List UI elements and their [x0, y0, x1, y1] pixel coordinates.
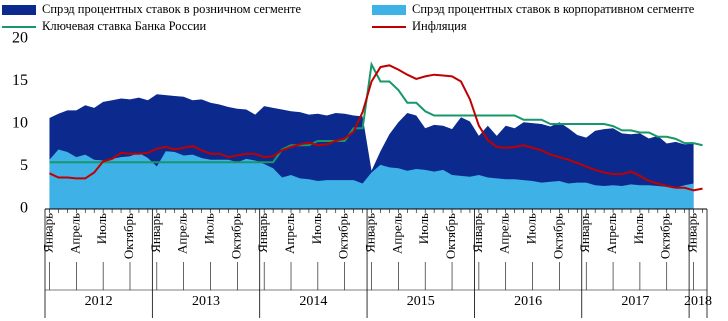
x-tick-label: Октябрь [336, 213, 351, 259]
x-tick-label: Апрель [497, 213, 512, 254]
x-tick-label: Июль [309, 213, 324, 244]
legend-label: Ключевая ставка Банка России [42, 19, 207, 33]
x-tick-label: Апрель [389, 213, 404, 254]
year-label: 2016 [514, 294, 542, 309]
x-tick-label: Июль [416, 213, 431, 244]
legend-label: Инфляция [412, 19, 467, 33]
year-label: 2018 [684, 294, 712, 309]
year-label: 2013 [192, 294, 220, 309]
x-tick-label: Июль [201, 213, 216, 244]
y-tick-label: 15 [12, 72, 28, 89]
year-label: 2017 [621, 294, 649, 309]
x-tick-label: Январь [255, 213, 270, 253]
x-tick-label: Октябрь [658, 213, 673, 259]
x-tick-label: Январь [40, 213, 55, 253]
x-tick-label: Июль [94, 213, 109, 244]
x-tick-label: Январь [470, 213, 485, 253]
legend-swatch [2, 5, 36, 15]
year-label: 2014 [299, 294, 327, 309]
x-tick-label: Октябрь [443, 213, 458, 259]
x-tick-label: Январь [685, 213, 700, 253]
y-tick-label: 5 [20, 157, 28, 174]
x-tick-label: Апрель [282, 213, 297, 254]
year-label: 2012 [85, 294, 113, 309]
x-tick-label: Январь [148, 213, 163, 253]
legend-label: Спрэд процентных ставок в корпоративном … [412, 2, 695, 16]
year-label: 2015 [407, 294, 435, 309]
x-tick-label: Июль [631, 213, 646, 244]
x-tick-label: Апрель [67, 213, 82, 254]
legend-label: Спрэд процентных ставок в розничном сегм… [42, 2, 301, 16]
y-tick-label: 0 [20, 200, 28, 217]
x-tick-label: Октябрь [121, 213, 136, 259]
x-tick-label: Апрель [604, 213, 619, 254]
x-tick-label: Январь [363, 213, 378, 253]
y-tick-label: 20 [12, 30, 28, 47]
x-tick-label: Январь [577, 213, 592, 253]
x-tick-label: Июль [524, 213, 539, 244]
x-tick-label: Октябрь [550, 213, 565, 259]
area [49, 149, 694, 209]
x-tick-label: Октябрь [228, 213, 243, 259]
y-tick-label: 10 [12, 115, 28, 132]
line [49, 64, 703, 192]
x-tick-label: Апрель [175, 213, 190, 254]
legend-swatch [372, 5, 406, 15]
